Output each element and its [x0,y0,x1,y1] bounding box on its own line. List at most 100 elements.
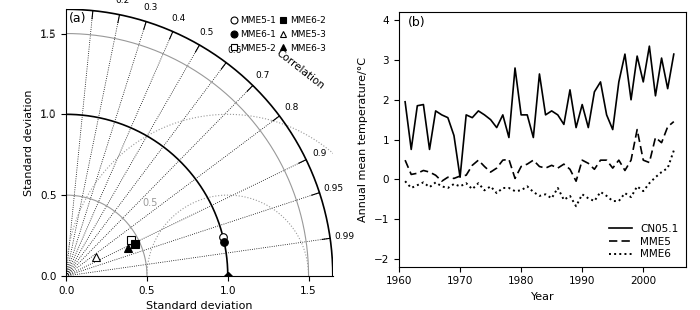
MME5 [438,179,446,183]
CN05.1 [541,113,550,117]
CN05.1 [462,113,470,117]
CN05.1 [621,52,629,56]
MME6 [645,181,654,185]
CN05.1 [645,44,654,48]
MME6 [639,189,648,193]
MME6 [578,193,587,196]
MME6 [407,186,415,190]
MME5 [468,163,477,167]
MME6 [413,183,421,187]
CN05.1 [651,94,659,98]
Text: 0.8: 0.8 [284,103,298,112]
MME6 [529,190,538,194]
CN05.1 [474,109,482,113]
MME6 [547,197,556,200]
Text: (b): (b) [407,16,425,29]
MME5 [407,173,415,176]
MME5 [547,163,556,167]
MME5 [651,136,659,140]
MME6 [536,194,544,198]
CN05.1 [468,116,477,120]
CN05.1 [639,80,648,84]
MME6 [474,181,482,185]
CN05.1 [529,136,538,140]
CN05.1 [511,66,519,70]
MME5 [462,173,470,177]
MME5 [657,141,666,144]
CN05.1 [450,134,459,137]
MME6 [633,184,641,188]
MME5 [419,169,428,172]
Text: (a): (a) [69,12,86,25]
Text: 0.4: 0.4 [172,14,186,23]
Text: 0.6: 0.6 [228,46,242,55]
CN05.1 [584,126,592,130]
CN05.1 [401,100,410,104]
MME6 [603,194,611,198]
MME6 [419,180,428,184]
MME6 [450,182,459,186]
CN05.1 [578,103,587,106]
Text: 1.5: 1.5 [41,29,57,38]
Text: 0.5: 0.5 [143,198,158,208]
CN05.1 [670,52,678,56]
CN05.1 [413,104,421,108]
MME6 [456,184,464,188]
MME6 [572,204,580,208]
CN05.1 [456,175,464,179]
MME5 [572,179,580,183]
CN05.1 [517,113,525,117]
MME6 [670,149,678,153]
Text: 0.2: 0.2 [116,0,130,5]
Text: 0.99: 0.99 [335,232,355,241]
MME6 [480,188,489,192]
MME5 [633,128,641,131]
MME5 [584,162,592,165]
CN05.1 [554,113,562,117]
CN05.1 [498,113,507,117]
MME6 [462,181,470,185]
MME5 [536,165,544,168]
CN05.1 [480,113,489,117]
Y-axis label: Standard deviation: Standard deviation [25,89,34,196]
Text: 0.95: 0.95 [323,184,343,193]
CN05.1 [493,126,501,130]
CN05.1 [438,113,446,117]
MME6 [401,179,410,183]
Text: 0.1: 0.1 [87,0,101,1]
MME5 [596,158,605,162]
MME5 [517,165,525,168]
MME5 [670,120,678,123]
MME6 [523,184,531,188]
MME6 [444,186,452,190]
MME5 [511,177,519,180]
CN05.1 [486,118,495,122]
MME6 [615,199,623,203]
MME6 [621,191,629,195]
CN05.1 [505,136,513,140]
CN05.1 [615,80,623,84]
MME5 [474,158,482,162]
MME6 [493,191,501,195]
MME5 [444,175,452,179]
MME6 [486,184,495,188]
Y-axis label: Annual mean temperature/°C: Annual mean temperature/°C [358,57,368,222]
Text: 0.9: 0.9 [312,149,326,158]
MME5 [615,158,623,162]
MME5 [505,157,513,161]
MME6 [560,198,568,202]
MME6 [608,199,617,203]
MME5 [578,158,587,162]
CN05.1 [596,80,605,84]
MME5 [560,162,568,166]
MME6 [584,197,592,200]
MME5 [590,167,598,171]
MME6 [651,175,659,179]
MME5 [554,166,562,170]
CN05.1 [633,54,641,58]
MME6 [431,180,440,184]
MME5 [523,162,531,166]
MME5 [401,158,410,162]
MME5 [493,166,501,170]
CN05.1 [444,116,452,120]
